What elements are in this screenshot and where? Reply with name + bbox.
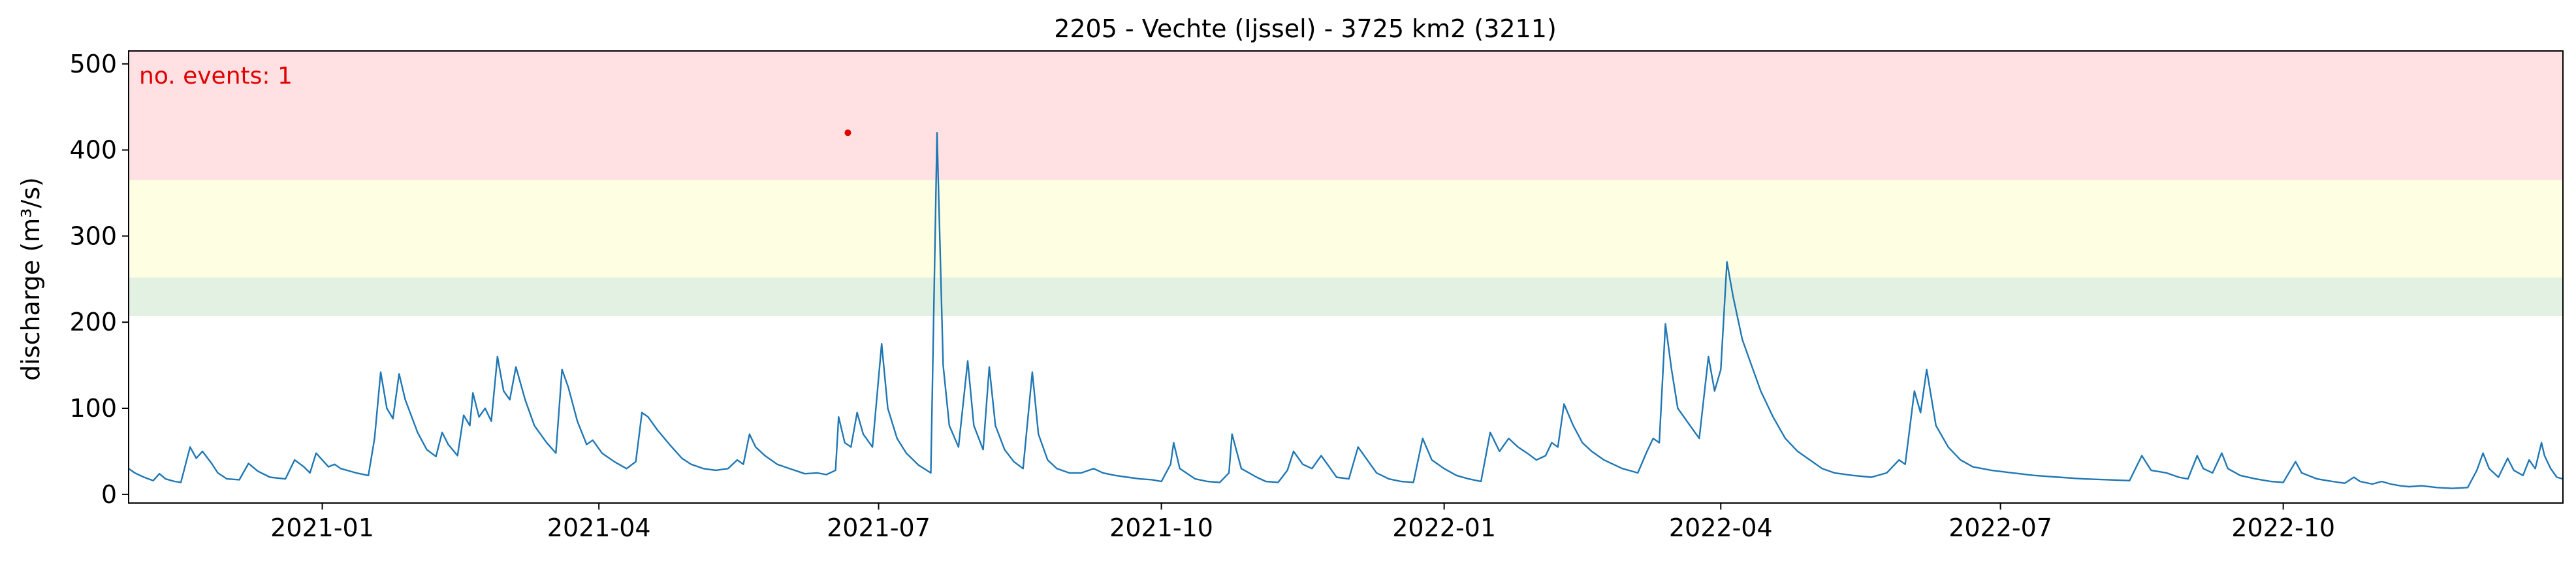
x-tick-label-2022-07: 2022-07 — [1948, 513, 2052, 542]
x-tick-label-2021-07: 2021-07 — [827, 513, 930, 542]
axes-frame — [128, 50, 2564, 504]
y-tick-label-0: 0 — [101, 480, 117, 509]
event-count-annotation: no. events: 1 — [139, 63, 293, 89]
axes: 0 100 200 300 400 500 2021-01 2021-04 2021-07 202… — [69, 50, 2564, 542]
threshold-bands — [129, 51, 2563, 316]
threshold-band-3 — [129, 51, 2563, 180]
y-tick-label-400: 400 — [69, 136, 117, 165]
chart-title: 2205 - Vechte (Ijssel) - 3725 km2 (3211) — [1054, 14, 1557, 43]
y-tick-label-200: 200 — [69, 308, 117, 336]
y-tick-label-100: 100 — [69, 394, 117, 423]
x-tick-label-2022-04: 2022-04 — [1669, 513, 1773, 542]
y-tick-label-500: 500 — [69, 50, 117, 78]
threshold-band-2 — [129, 180, 2563, 278]
event-point-1 — [844, 129, 851, 137]
discharge-series-line — [128, 132, 2564, 489]
x-tick-label-2022-10: 2022-10 — [2231, 513, 2335, 542]
x-tick-label-2021-04: 2021-04 — [547, 513, 651, 542]
plot-area — [128, 129, 2564, 489]
y-axis-label: discharge (m³/s) — [16, 177, 45, 381]
y-tick-label-300: 300 — [69, 221, 117, 250]
x-tick-label-2021-01: 2021-01 — [270, 513, 374, 542]
threshold-band-1 — [129, 277, 2563, 316]
x-tick-label-2021-10: 2021-10 — [1109, 513, 1213, 542]
x-tick-label-2022-01: 2022-01 — [1392, 513, 1496, 542]
